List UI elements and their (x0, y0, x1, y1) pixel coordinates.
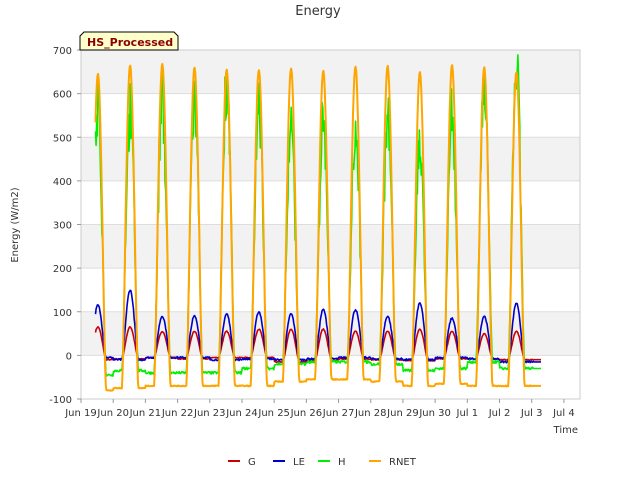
x-tick-label: Jun 24 (225, 408, 258, 419)
x-axis-label: Time (553, 425, 578, 436)
x-tick-label: Jul 2 (488, 408, 511, 419)
x-tick-label: Jun 20 (96, 408, 129, 419)
x-tick-label: Jun 27 (322, 408, 355, 419)
x-tick-label: Jun 28 (354, 408, 387, 419)
badge-label: HS_Processed (87, 36, 173, 49)
y-axis-ticks: -100 0 100 200 300 400 500 600 700 (49, 46, 81, 406)
x-tick-label: Jun 26 (290, 408, 323, 419)
x-tick-label: Jun 21 (129, 408, 162, 419)
x-tick-label: Jun 19 (64, 408, 97, 419)
x-tick-label: Jun 25 (257, 408, 290, 419)
x-tick-label: Jul 4 (552, 408, 575, 419)
x-tick-label: Jun 29 (386, 408, 419, 419)
y-tick-label: 700 (53, 46, 72, 57)
badge-box (79, 31, 179, 51)
y-tick-label: 200 (53, 264, 72, 275)
x-tick-label: Jul 1 (456, 408, 479, 419)
background-band (81, 137, 580, 181)
y-tick-label: 100 (53, 308, 72, 319)
x-tick-label: Jul 3 (520, 408, 543, 419)
background-band (81, 50, 580, 94)
legend-label: H (338, 457, 346, 468)
background-band (81, 224, 580, 269)
legend: G LE H RNET (228, 457, 417, 468)
y-tick-label: 400 (53, 177, 72, 188)
y-tick-label: 500 (53, 133, 72, 144)
legend-label: G (248, 457, 256, 468)
chart-title: Energy (295, 4, 341, 19)
legend-label: RNET (389, 457, 417, 468)
x-tick-label: Jun 23 (193, 408, 226, 419)
y-axis-label: Energy (W/m2) (10, 187, 21, 262)
y-tick-label: 600 (53, 90, 72, 101)
x-tick-label: Jun 30 (418, 408, 451, 419)
series-layer (94, 54, 542, 392)
processed-badge: HS_Processed (79, 31, 179, 51)
y-tick-label: -100 (49, 395, 72, 406)
x-axis-ticks: Jun 19 Jun 20 Jun 21 Jun 22 Jun 23 Jun 24 Jun … (64, 399, 575, 419)
x-tick-label: Jun 22 (161, 408, 194, 419)
y-tick-label: 300 (53, 221, 72, 232)
series-line-rnet (94, 62, 542, 392)
y-tick-label: 0 (66, 351, 72, 362)
legend-label: LE (293, 457, 305, 468)
